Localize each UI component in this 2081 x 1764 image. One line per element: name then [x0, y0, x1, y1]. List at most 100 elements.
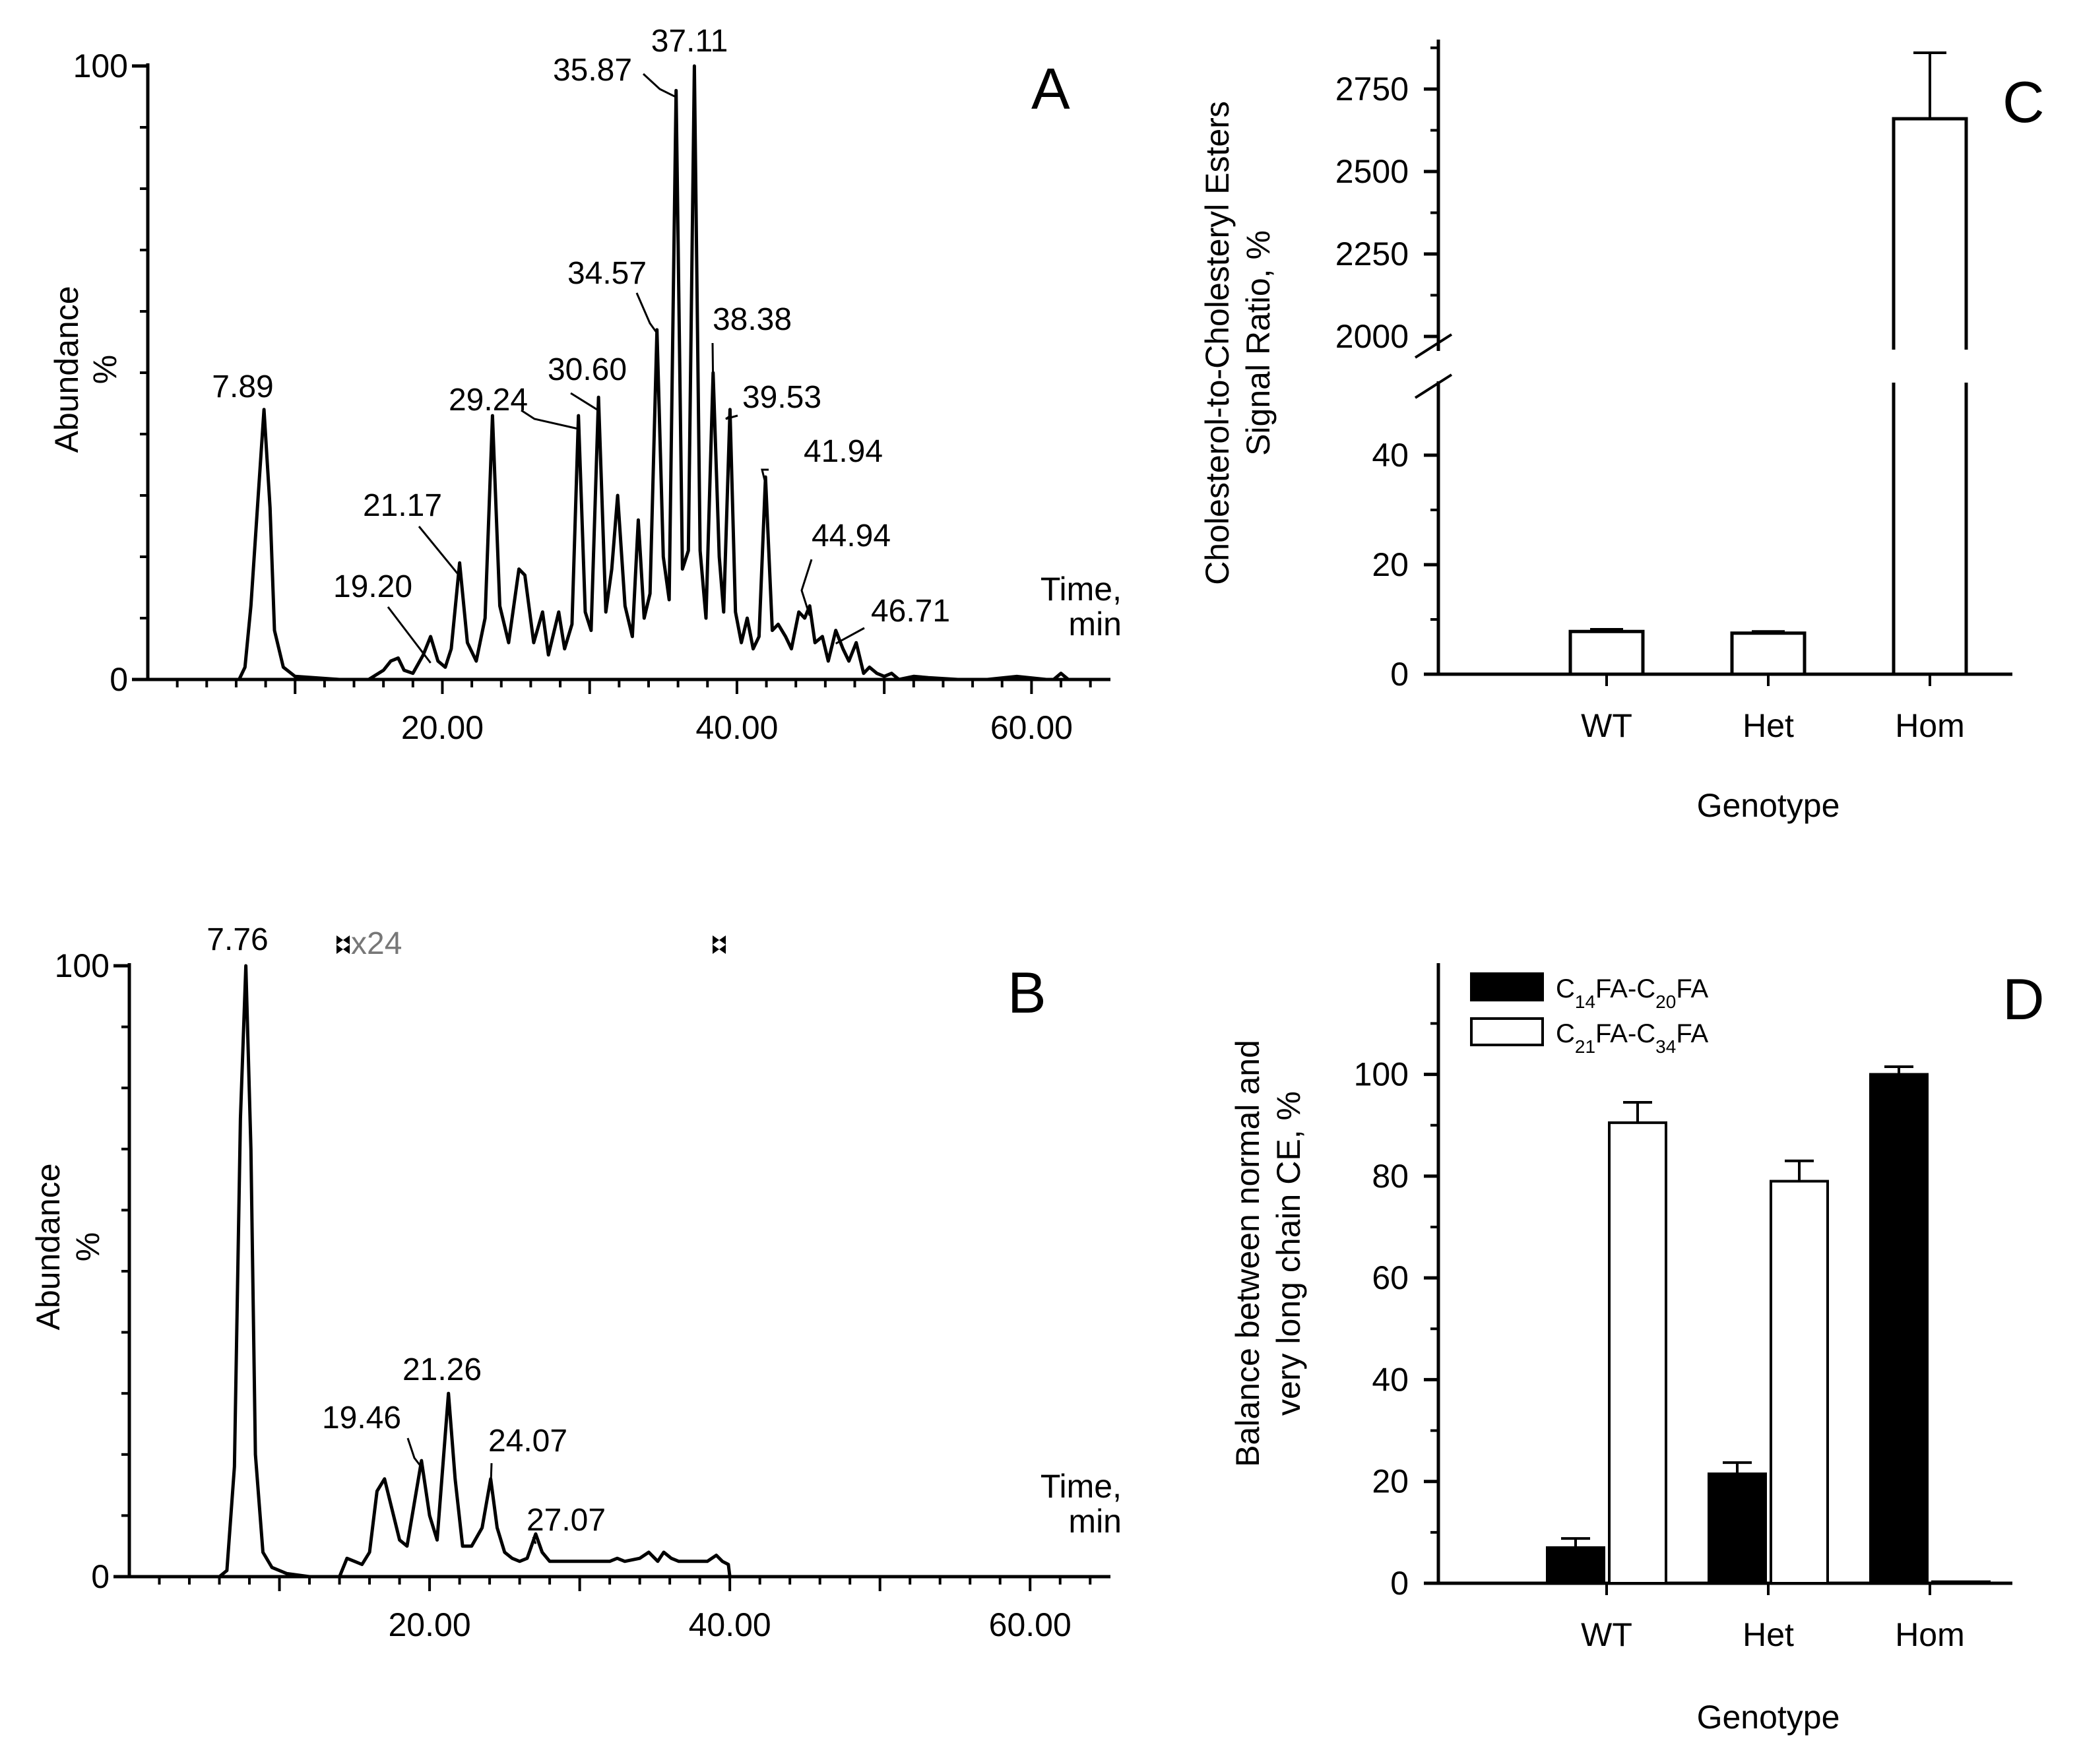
panel-d-bar-black	[1708, 1472, 1767, 1585]
legend-label: C14FA-C20FA	[1556, 974, 1709, 1012]
a-peak-leader	[800, 559, 813, 616]
panel-c-bar	[1730, 631, 1807, 676]
legend-label-part: FA	[1676, 1019, 1708, 1048]
a-peak-label: 30.60	[548, 352, 627, 387]
a-y-tick-label: 100	[73, 47, 128, 84]
b-peak-label: 19.46	[322, 1401, 401, 1435]
legend-label-part: FA-C	[1595, 974, 1655, 1003]
a-peak-leader	[761, 468, 769, 484]
panel-d-y-label: Balance between normal and	[1229, 1040, 1266, 1467]
panel-c-bar-chart: C Cholesterol-to-Cholesteryl Esters Sign…	[1199, 40, 2045, 824]
a-y-tick-label: 0	[110, 661, 128, 698]
panel-a-letter: A	[1031, 56, 1070, 121]
a-peak-leader	[642, 73, 677, 98]
panel-c-bar	[1892, 117, 1968, 676]
panel-d-y-tick-label: 20	[1372, 1463, 1409, 1500]
panel-a-trace	[148, 64, 1105, 681]
panel-c-x-label: Genotype	[1697, 787, 1840, 824]
panel-d-category-label: WT	[1581, 1616, 1632, 1653]
panel-b-x-label: Time,	[1040, 1468, 1122, 1505]
panel-d-bar-black	[1869, 1073, 1929, 1585]
panel-a-x-label: Time,	[1040, 571, 1122, 608]
a-peak-leader	[387, 606, 432, 664]
b-peak-leader	[406, 1437, 422, 1468]
panel-b-letter: B	[1008, 960, 1046, 1025]
legend-label-part: C	[1556, 1019, 1575, 1048]
panel-a-x-unit: min	[1068, 606, 1122, 643]
a-x-tick-label: 60.00	[990, 709, 1073, 746]
a-peak-label: 35.87	[553, 53, 632, 88]
panel-d-x-label: Genotype	[1697, 1699, 1840, 1736]
panel-d-y-tick-label: 0	[1390, 1565, 1409, 1602]
a-peak-label: 21.17	[363, 488, 442, 523]
scale-marker-start-icon	[336, 935, 350, 954]
a-peak-label: 7.89	[212, 369, 273, 404]
panel-d-y-tick-label: 40	[1372, 1361, 1409, 1398]
a-peak-leader	[521, 409, 579, 430]
a-peak-label: 41.94	[804, 434, 883, 469]
b-y-tick-label: 0	[91, 1558, 110, 1595]
a-peak-leader	[835, 627, 865, 645]
panel-c-category-label: WT	[1581, 707, 1632, 744]
panel-c-y-tick-label: 2000	[1335, 318, 1409, 355]
a-peak-leader	[635, 292, 658, 334]
legend-swatch	[1470, 1017, 1544, 1046]
legend-label-part: 34	[1655, 1036, 1676, 1057]
b-x-tick-label: 40.00	[689, 1606, 771, 1643]
panel-b-x-unit: min	[1068, 1503, 1122, 1540]
a-peak-label: 39.53	[742, 380, 821, 415]
panel-d-y-tick-label: 60	[1372, 1259, 1409, 1296]
legend-label-part: 20	[1655, 992, 1676, 1012]
panel-c-y-label-line2: Signal Ratio, %	[1240, 230, 1277, 456]
a-peak-label: 37.11	[651, 24, 728, 59]
b-y-tick-label: 100	[55, 947, 110, 984]
panel-c-y-tick-label: 2500	[1335, 153, 1409, 190]
panel-c-letter: C	[2002, 69, 2045, 135]
b-x-tick-label: 20.00	[389, 1606, 471, 1643]
panel-b-y-unit: %	[69, 1232, 106, 1261]
a-peak-label: 19.20	[333, 569, 412, 604]
a-x-tick-label: 20.00	[401, 709, 484, 746]
a-peak-label: 44.94	[812, 519, 891, 553]
panel-d-bar-white	[1608, 1121, 1667, 1585]
panel-c-axis-break-mark	[1414, 333, 1453, 359]
a-peak-label: 29.24	[449, 383, 528, 418]
panel-d-category-label: Het	[1743, 1616, 1794, 1653]
panel-d-y-tick-label: 100	[1354, 1056, 1409, 1093]
panel-a-y-label: Abundance	[48, 286, 85, 453]
panel-a-y-unit: %	[86, 355, 123, 384]
panel-d-letter: D	[2002, 966, 2045, 1032]
panel-b-chromatogram: B Abundance % Time, min 0 100 20.00 40.00 6…	[30, 922, 1122, 1643]
panel-d-y-label-line2: very long chain CE, %	[1270, 1091, 1307, 1416]
legend-label: C21FA-C34FA	[1556, 1019, 1709, 1057]
panel-c-axis-break-mark	[1414, 373, 1453, 399]
panel-c-y-label: Cholesterol-to-Cholesteryl Esters	[1199, 101, 1236, 585]
panel-d-bar-black	[1546, 1546, 1605, 1585]
panel-c-y-tick-label: 40	[1372, 437, 1409, 474]
b-peak-leader	[532, 1536, 537, 1544]
b-peak-label: 24.07	[488, 1424, 567, 1459]
panel-c-y-tick-label: 2750	[1335, 71, 1409, 108]
panel-c-category-label: Hom	[1895, 707, 1965, 744]
panel-d-category-label: Hom	[1895, 1616, 1965, 1653]
legend-label-part: 21	[1575, 1036, 1595, 1057]
a-peak-label: 34.57	[567, 256, 647, 291]
scale-marker-label: x24	[351, 926, 402, 961]
a-x-tick-label: 40.00	[695, 709, 778, 746]
b-peak-leader	[490, 1463, 493, 1489]
legend-label-part: FA-C	[1595, 1019, 1655, 1048]
panel-c-bar	[1568, 629, 1645, 676]
legend-label-part: FA	[1676, 974, 1708, 1003]
scale-marker-end-icon	[713, 935, 726, 954]
panel-c-y-tick-label: 0	[1390, 656, 1409, 693]
panel-c-bar-break-gap	[1891, 350, 1969, 383]
a-peak-leader	[725, 414, 738, 420]
b-peak-label: 21.26	[402, 1352, 482, 1387]
legend-label-part: 14	[1575, 992, 1595, 1012]
b-peak-label: 27.07	[527, 1503, 606, 1538]
panel-d-bar-chart: D Balance between normal and very long c…	[1229, 963, 2045, 1736]
panel-d-bar-white	[1931, 1580, 1991, 1585]
a-peak-label: 38.38	[713, 302, 792, 337]
